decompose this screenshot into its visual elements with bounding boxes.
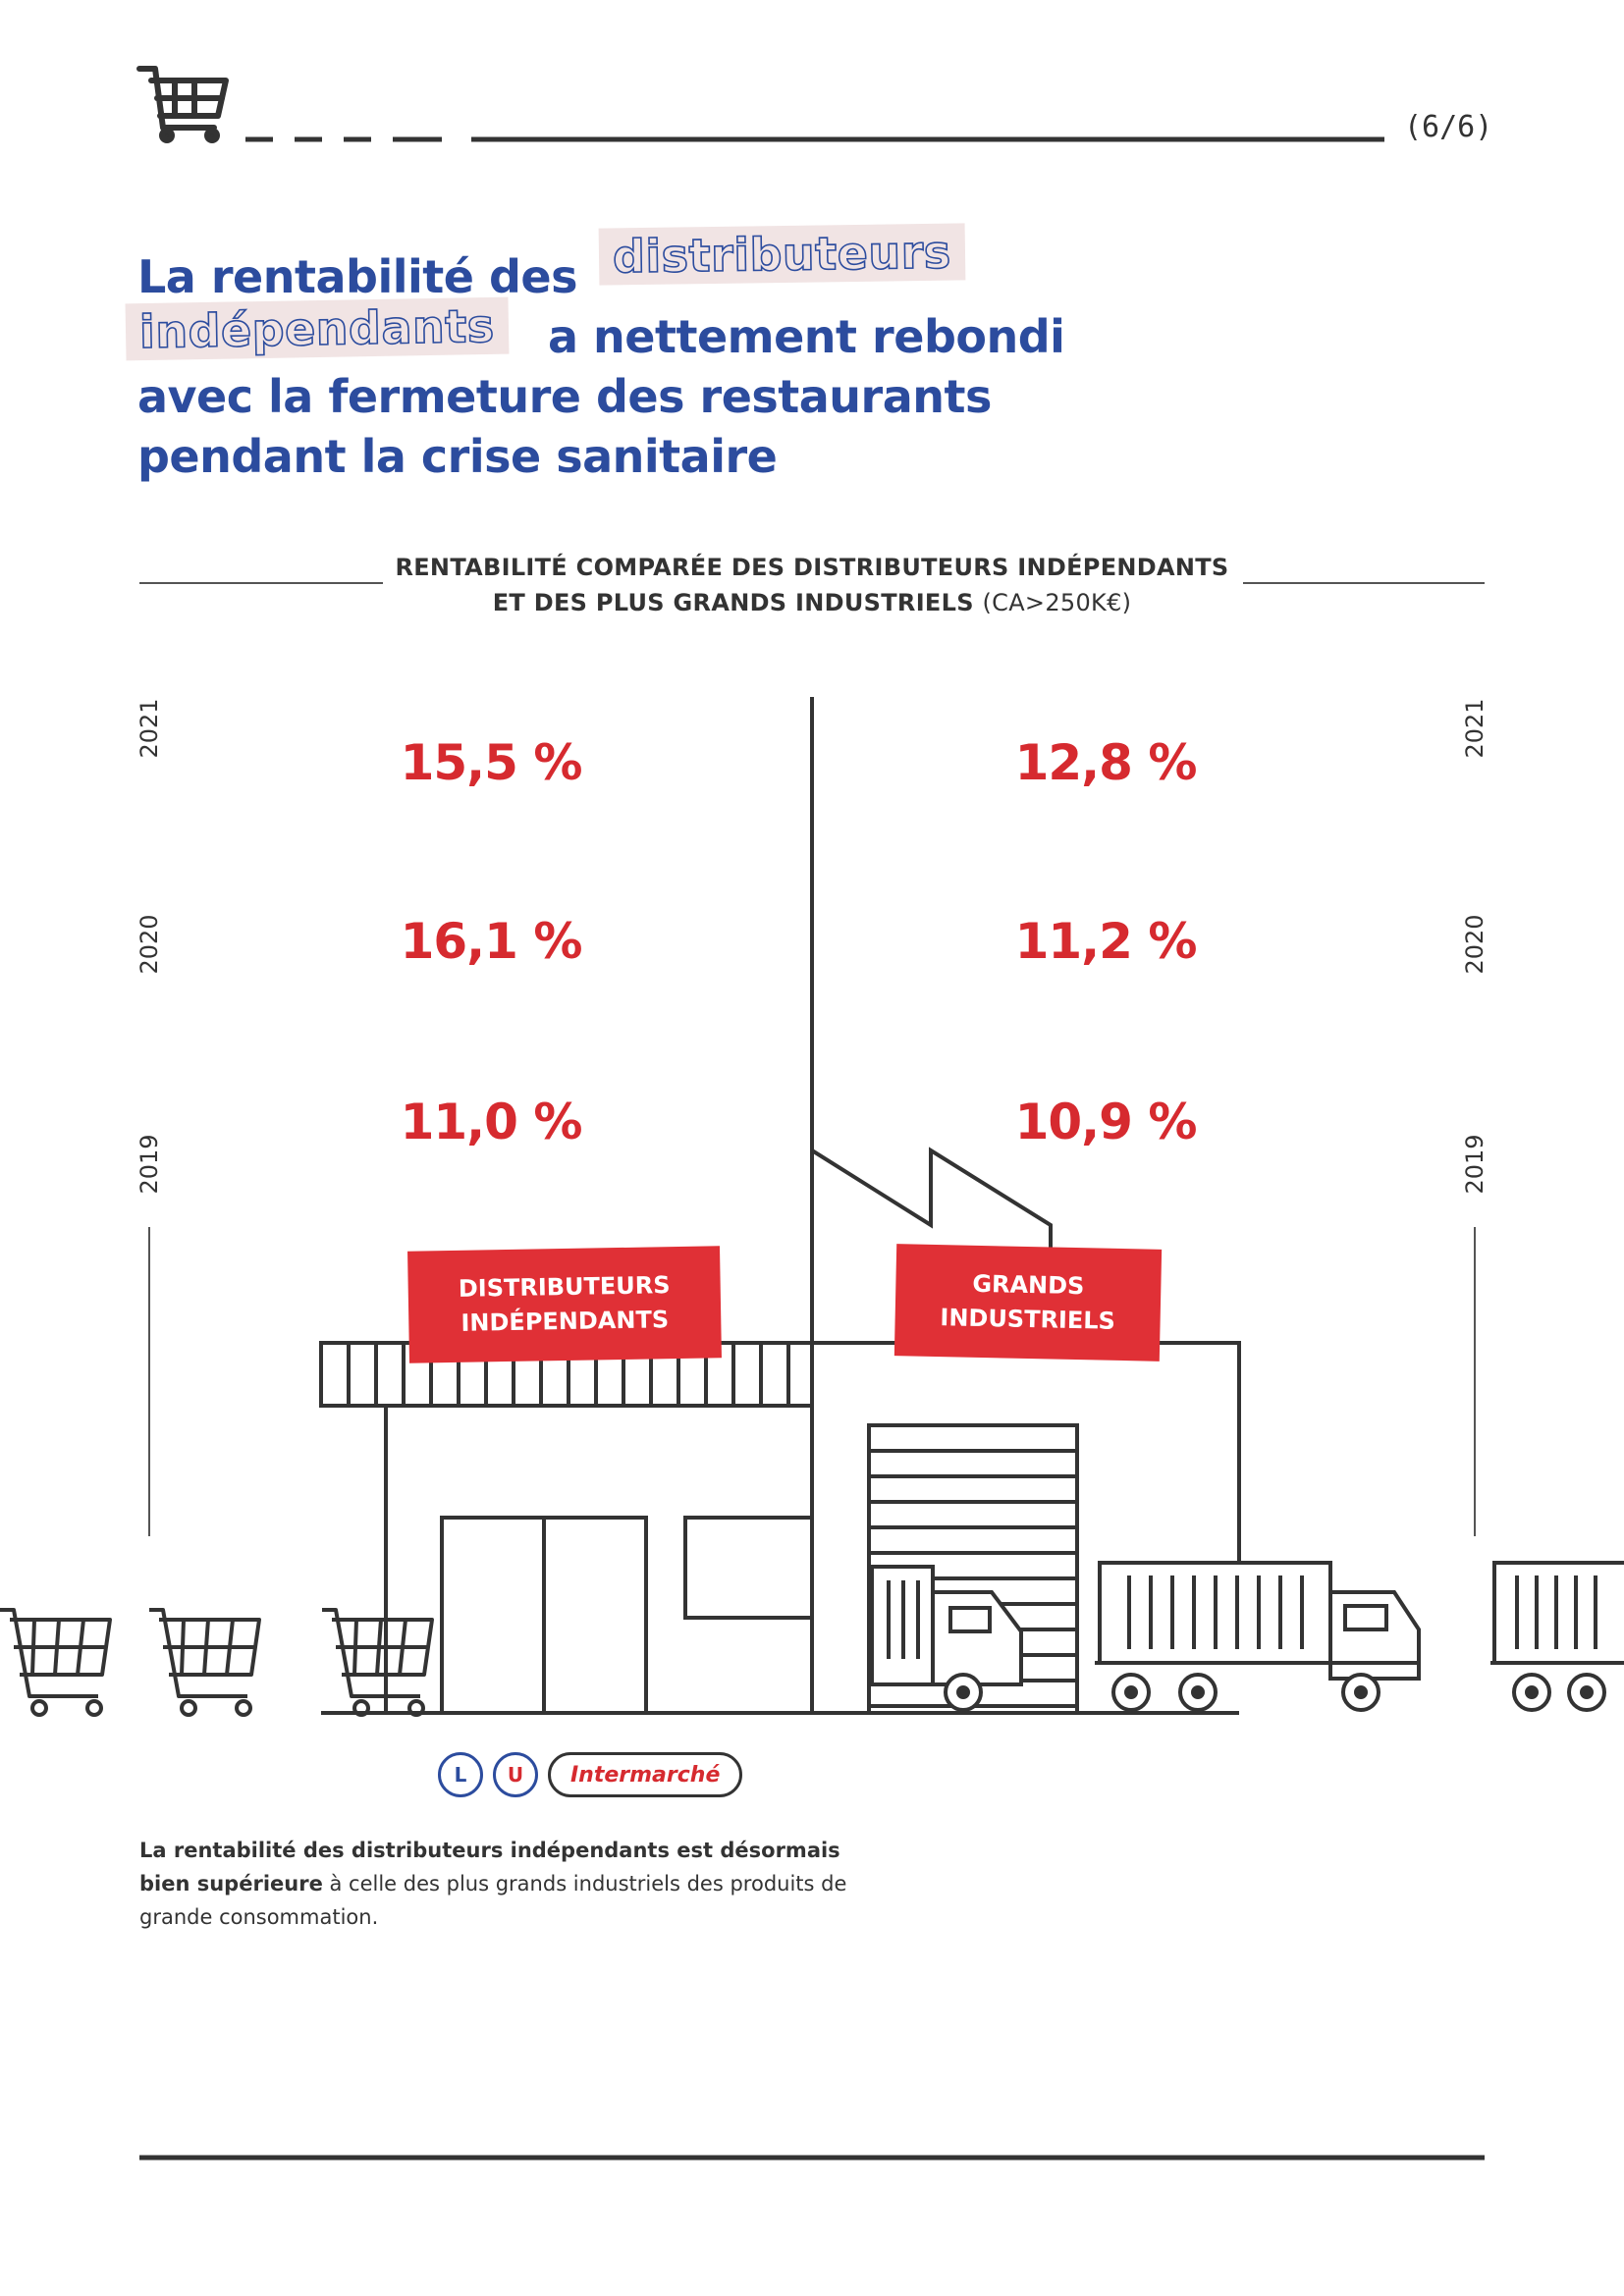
chart-title: RENTABILITÉ COMPARÉE DES DISTRIBUTEURS I… bbox=[395, 554, 1229, 616]
retailer-logos: L U Intermarché bbox=[438, 1752, 743, 1797]
page-number: (6/6) bbox=[1404, 110, 1493, 144]
leclerc-logo: L bbox=[438, 1752, 483, 1797]
year-label-left-2021: 2021 bbox=[135, 698, 163, 759]
shopping-cart-icon bbox=[149, 1608, 261, 1717]
building-illustration bbox=[319, 697, 1241, 1715]
year-label-right-2021: 2021 bbox=[1461, 698, 1489, 759]
year-label-left-2019: 2019 bbox=[135, 1134, 163, 1195]
intermarche-logo: Intermarché bbox=[548, 1752, 743, 1797]
value-independants-2019: 11,0 % bbox=[400, 1094, 583, 1150]
shopping-cart-icon bbox=[322, 1608, 434, 1717]
systeme-u-logo: U bbox=[493, 1752, 538, 1797]
caption: La rentabilité des distributeurs indépen… bbox=[139, 1839, 847, 1929]
value-industriels-2019: 10,9 % bbox=[1014, 1094, 1198, 1150]
truck-icon bbox=[870, 1565, 1023, 1712]
title-highlight-independants: indépendants bbox=[125, 296, 510, 361]
value-independants-2020: 16,1 % bbox=[400, 913, 583, 970]
year-label-right-2019: 2019 bbox=[1461, 1134, 1489, 1195]
value-independants-2021: 15,5 % bbox=[400, 734, 583, 791]
series-label-independants: DISTRIBUTEURS INDÉPENDANTS bbox=[407, 1246, 722, 1363]
value-industriels-2020: 11,2 % bbox=[1014, 913, 1198, 970]
title-line-2: a nettement rebondi bbox=[548, 310, 1065, 363]
title-line-4: pendant la crise sanitaire bbox=[137, 430, 778, 483]
truck-icon bbox=[1095, 1561, 1421, 1712]
value-industriels-2021: 12,8 % bbox=[1014, 734, 1198, 791]
shopping-cart-icon bbox=[0, 1608, 112, 1717]
chart-title-note: (CA>250K€) bbox=[982, 589, 1132, 616]
page-title: La rentabilité des a nettement rebondi a… bbox=[137, 247, 1119, 487]
title-line-3: avec la fermeture des restaurants bbox=[137, 370, 992, 423]
title-highlight-distributeurs: distributeurs bbox=[598, 223, 966, 286]
year-label-left-2020: 2020 bbox=[135, 914, 163, 975]
truck-icon bbox=[1490, 1561, 1624, 1712]
shopping-cart-icon bbox=[136, 66, 229, 143]
series-label-industriels: GRANDS INDUSTRIELS bbox=[893, 1244, 1163, 1362]
year-label-right-2020: 2020 bbox=[1461, 914, 1489, 975]
title-line-1: La rentabilité des bbox=[137, 250, 577, 303]
